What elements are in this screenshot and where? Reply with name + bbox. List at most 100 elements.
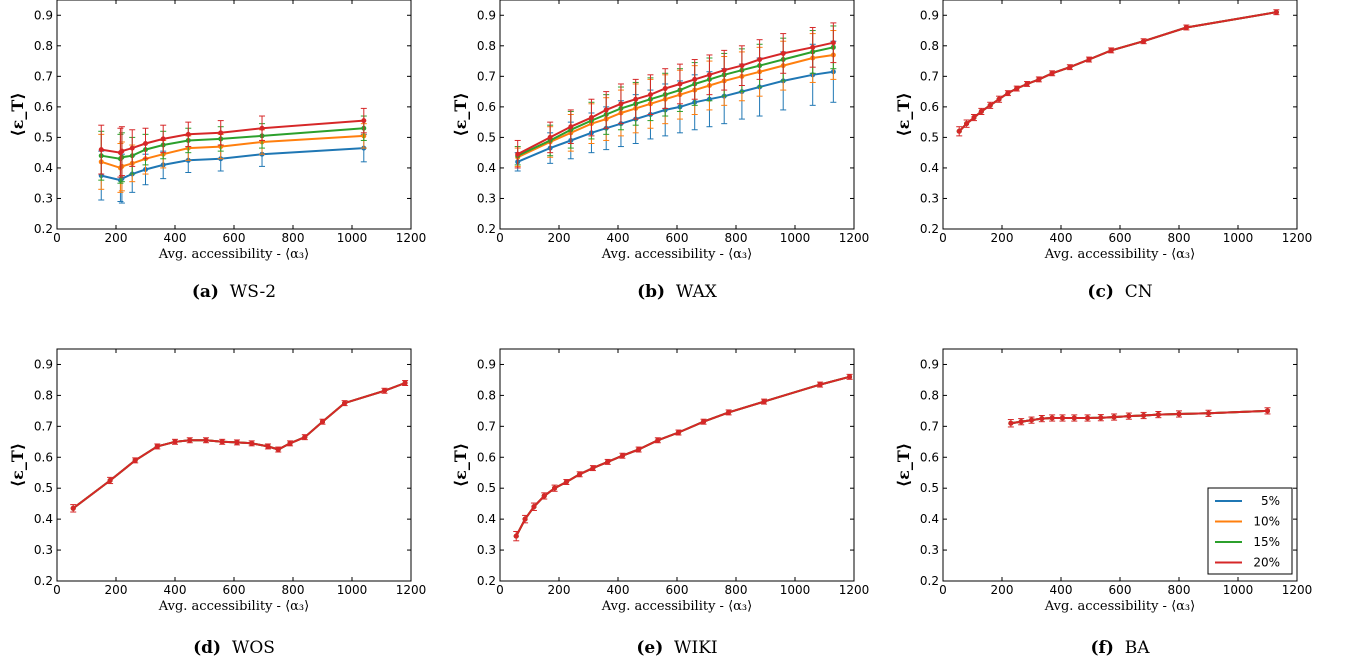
x-tick-label: 0 <box>53 231 61 245</box>
data-point <box>817 382 823 388</box>
data-point <box>1029 417 1034 423</box>
x-tick-label: 800 <box>725 583 748 597</box>
caption-space <box>663 638 674 658</box>
x-axis-label: Avg. accessibility - ⟨α₃⟩ <box>158 247 309 262</box>
data-point <box>1098 415 1104 421</box>
caption-name: CN <box>1125 282 1153 302</box>
series-20pct <box>514 22 837 169</box>
panel-caption: (d) WOS <box>193 638 275 658</box>
data-point <box>172 439 178 445</box>
y-tick-label: 0.2 <box>477 574 496 588</box>
x-tick-label: 600 <box>666 231 689 245</box>
caption-space <box>1114 282 1125 302</box>
y-tick-label: 0.2 <box>34 574 53 588</box>
data-point <box>185 131 191 137</box>
caption-space <box>1114 638 1125 658</box>
data-point <box>119 148 125 154</box>
series-20pct <box>70 380 409 513</box>
x-tick-label: 400 <box>607 231 630 245</box>
data-point <box>1086 57 1092 63</box>
caption-name: WOS <box>232 638 275 658</box>
data-point <box>287 440 293 446</box>
y-tick-label: 0.8 <box>477 39 496 53</box>
axes-frame <box>56 348 412 582</box>
series-line <box>517 41 834 156</box>
x-tick-label: 600 <box>223 583 246 597</box>
x-tick-label: 0 <box>939 231 947 245</box>
data-point <box>1059 415 1065 421</box>
series-15pct <box>1008 408 1270 426</box>
data-point <box>265 443 271 449</box>
x-tick-label: 0 <box>496 583 504 597</box>
data-point <box>275 447 281 453</box>
data-point <box>830 40 836 46</box>
y-axis-label: ⟨ε_T⟩ <box>8 443 27 487</box>
series-5pct <box>514 40 837 172</box>
y-tick-label: 0.9 <box>920 357 939 371</box>
series-line <box>72 382 406 510</box>
data-point <box>739 63 745 69</box>
data-point <box>956 128 962 134</box>
y-tick-label: 0.2 <box>920 222 939 236</box>
x-tick-label: 0 <box>939 583 947 597</box>
caption-space <box>219 282 230 302</box>
data-point <box>757 57 763 63</box>
x-tick-label: 400 <box>1050 583 1073 597</box>
y-tick-label: 0.6 <box>477 450 496 464</box>
data-point <box>1036 76 1042 82</box>
data-point <box>1018 419 1024 425</box>
data-point <box>647 92 653 98</box>
series-line <box>515 375 850 537</box>
data-point <box>964 121 970 127</box>
x-tick-label: 1000 <box>337 583 368 597</box>
data-point <box>603 107 609 113</box>
x-tick-label: 1200 <box>396 583 427 597</box>
y-tick-label: 0.9 <box>477 8 496 22</box>
x-tick-label: 1000 <box>780 231 811 245</box>
data-point <box>1049 70 1055 76</box>
y-tick-label: 0.8 <box>34 388 53 402</box>
panel-wiki: 0 200 400 600 800 1000 1200 0.2 0.3 0.4 0.5 0.6 0.7 0… <box>451 348 870 658</box>
caption-letter: (b) <box>637 282 665 302</box>
legend-frame <box>1207 487 1293 575</box>
data-point <box>1273 9 1279 15</box>
axes-frame <box>499 0 855 230</box>
y-tick-label: 0.3 <box>477 543 496 557</box>
y-tick-label: 0.4 <box>34 161 53 175</box>
panel-ba: 0 200 400 600 800 1000 1200 0.2 0.3 0.4 0.5 0.6 0.7 0… <box>894 348 1312 658</box>
data-point <box>590 465 596 471</box>
x-axis-label: Avg. accessibility - ⟨α₃⟩ <box>1044 599 1195 614</box>
x-tick-label: 1200 <box>839 583 870 597</box>
x-axis-label: Avg. accessibility - ⟨α₃⟩ <box>601 247 752 262</box>
caption-name: WS-2 <box>230 282 276 302</box>
series-5pct <box>1008 408 1270 426</box>
x-axis-label: Avg. accessibility - ⟨α₃⟩ <box>158 599 309 614</box>
x-tick-label: 800 <box>1168 231 1191 245</box>
y-axis-label: ⟨ε_T⟩ <box>894 443 913 487</box>
panel-caption: (b) WAX <box>637 282 718 302</box>
data-point <box>636 447 642 453</box>
x-tick-label: 200 <box>991 583 1014 597</box>
x-tick-label: 400 <box>164 231 187 245</box>
data-point <box>726 409 732 415</box>
legend-label: 20% <box>1253 556 1280 570</box>
data-point <box>107 477 113 483</box>
series-line <box>515 375 850 537</box>
data-point <box>547 134 553 140</box>
series-line <box>517 70 834 163</box>
data-point <box>1067 64 1073 70</box>
x-tick-label: 600 <box>666 583 689 597</box>
caption-name: WIKI <box>674 638 718 658</box>
y-tick-label: 0.8 <box>920 39 939 53</box>
x-tick-label: 1000 <box>1223 231 1254 245</box>
panel-wax: 0 200 400 600 800 1000 1200 0.2 0.3 0.4 0.5 0.6 0.7 0… <box>451 0 869 302</box>
y-tick-label: 0.4 <box>920 161 939 175</box>
panel-caption: (a) WS-2 <box>192 282 276 302</box>
series-line <box>958 11 1277 132</box>
y-tick-label: 0.5 <box>477 481 496 495</box>
series-line <box>515 375 850 537</box>
data-point <box>677 81 683 87</box>
y-tick-label: 0.8 <box>34 39 53 53</box>
data-point <box>1176 411 1182 417</box>
data-point <box>381 388 387 394</box>
